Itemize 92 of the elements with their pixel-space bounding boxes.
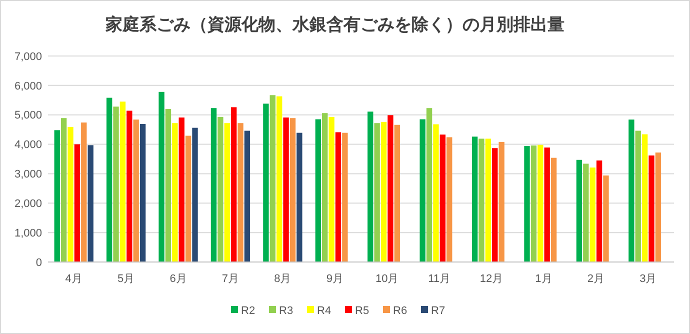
x-tick-label: 5月 xyxy=(117,273,135,285)
bar xyxy=(322,113,328,262)
bar xyxy=(374,123,380,262)
x-tick-label: 8月 xyxy=(274,273,292,285)
bar xyxy=(635,130,641,262)
bar xyxy=(472,136,478,262)
bar xyxy=(492,148,498,262)
x-tick-label: 4月 xyxy=(65,273,82,285)
bar xyxy=(642,134,648,262)
bar xyxy=(550,158,557,262)
bar xyxy=(210,108,217,262)
bar xyxy=(133,120,139,262)
y-tick-label: 1,000 xyxy=(14,227,42,240)
bar xyxy=(368,112,374,262)
bar xyxy=(120,102,126,262)
bar xyxy=(224,123,230,262)
bar xyxy=(60,118,67,262)
bar xyxy=(158,92,164,262)
bar xyxy=(230,107,237,262)
x-tick-label: 6月 xyxy=(170,273,187,285)
bar xyxy=(140,124,146,262)
y-tick-label: 4,000 xyxy=(14,139,42,152)
bar xyxy=(446,137,452,262)
bar xyxy=(68,126,74,262)
chart-title: 家庭系ごみ（資源化物、水銀含有ごみを除く）の月別排出量 xyxy=(104,15,564,34)
bar xyxy=(498,142,504,262)
legend-label: R4 xyxy=(317,304,332,317)
bar xyxy=(74,144,80,262)
bar xyxy=(420,119,426,262)
bar xyxy=(380,122,387,262)
bar xyxy=(576,160,582,262)
bar xyxy=(530,145,537,262)
bar xyxy=(290,118,296,262)
x-tick-label: 1月 xyxy=(535,273,552,285)
bar xyxy=(603,175,609,262)
x-tick-label: 9月 xyxy=(326,273,344,285)
bar xyxy=(88,145,94,262)
y-tick-label: 3,000 xyxy=(14,168,42,181)
y-tick-label: 7,000 xyxy=(14,50,42,63)
bar xyxy=(263,104,269,262)
x-tick-label: 10月 xyxy=(375,273,399,285)
bar xyxy=(244,130,250,262)
bar xyxy=(178,118,184,262)
bar xyxy=(328,116,334,262)
bar xyxy=(596,160,602,262)
bar xyxy=(106,98,112,262)
bar xyxy=(342,132,348,262)
bar xyxy=(276,96,282,262)
legend-label: R2 xyxy=(241,304,256,317)
bar xyxy=(583,164,589,262)
bar xyxy=(544,148,550,262)
bar xyxy=(270,95,276,262)
y-tick-label: 5,000 xyxy=(14,110,42,122)
bar xyxy=(185,136,192,262)
bar xyxy=(296,132,302,262)
bar xyxy=(113,106,119,262)
bar xyxy=(394,124,400,262)
x-tick-label: 7月 xyxy=(222,273,240,285)
legend-label: R7 xyxy=(431,304,446,317)
x-tick-label: 11月 xyxy=(428,273,451,285)
y-tick-label: 2,000 xyxy=(14,198,42,210)
bar xyxy=(81,122,87,262)
legend-label: R6 xyxy=(393,304,408,317)
bar xyxy=(426,108,432,262)
bar xyxy=(485,138,492,262)
bar xyxy=(433,124,439,262)
bar xyxy=(440,134,446,262)
bar xyxy=(218,116,224,262)
bar xyxy=(126,110,132,262)
bar xyxy=(283,118,289,262)
bar xyxy=(192,128,198,262)
bar xyxy=(655,152,662,262)
y-tick-label: 6,000 xyxy=(14,80,42,92)
x-tick-label: 2月 xyxy=(587,273,605,285)
bar xyxy=(335,132,342,262)
bar xyxy=(628,120,634,262)
x-tick-label: 3月 xyxy=(640,273,657,285)
y-tick-label: 0 xyxy=(36,256,42,269)
bar xyxy=(388,115,394,262)
x-tick-label: 12月 xyxy=(480,273,504,285)
bar xyxy=(524,146,530,262)
bar xyxy=(165,108,172,262)
bar xyxy=(315,119,322,262)
legend-label: R5 xyxy=(355,304,370,317)
legend-label: R3 xyxy=(279,304,294,317)
bar xyxy=(590,168,596,262)
bar xyxy=(648,155,654,262)
bar xyxy=(478,138,484,262)
bar xyxy=(238,123,244,262)
bar xyxy=(538,144,544,262)
bar xyxy=(54,130,60,262)
bar xyxy=(172,123,178,262)
